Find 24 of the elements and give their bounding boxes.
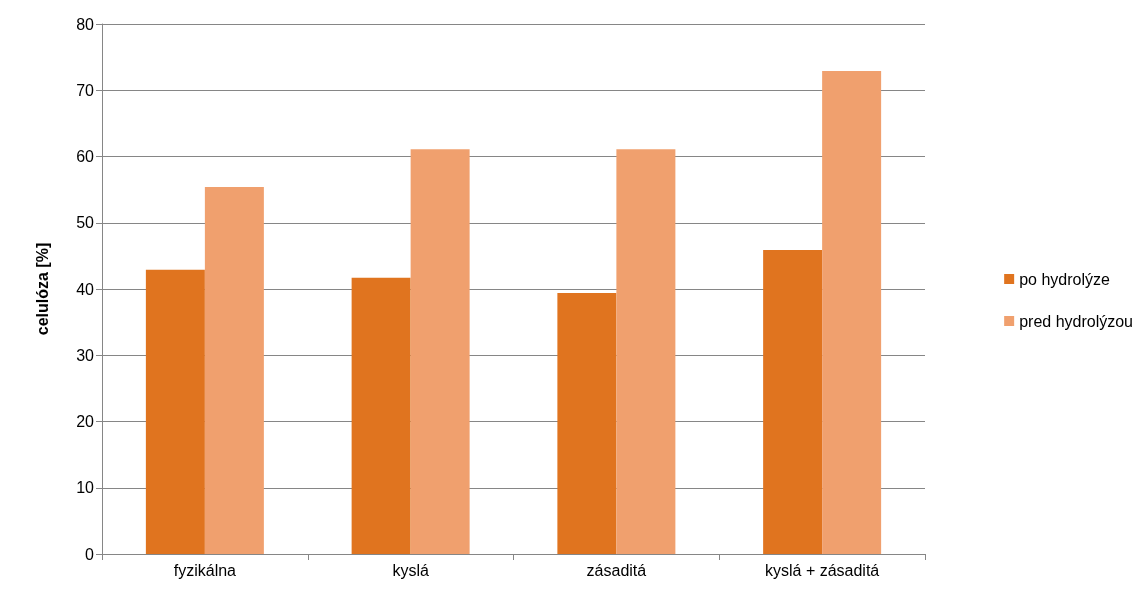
legend-label: pred hydrolýzou [1019,312,1133,330]
x-tick-label: zásaditá [586,561,647,579]
y-tick-label: 0 [85,545,95,563]
bar [145,269,205,554]
y-axis-title: celulóza [%] [33,242,51,336]
y-tick-label: 50 [76,214,95,232]
bar [204,186,264,554]
y-tick-label: 20 [76,413,95,430]
y-tick-label: 40 [76,280,95,298]
y-tick-label: 60 [76,148,95,165]
x-tick-label: kyslá + zásaditá [764,561,880,579]
bar [410,149,470,554]
bar [822,71,882,554]
x-tick-label: kyslá [392,561,429,579]
bar [351,277,411,554]
x-tick-label: fyzikálna [173,561,237,579]
legend-label: po hydrolýze [1019,270,1110,288]
y-tick-label: 10 [76,479,95,497]
y-tick-label: 30 [76,346,95,364]
bar [763,249,823,554]
y-tick-label: 80 [76,15,95,33]
bar [557,292,617,554]
bar [616,149,676,554]
y-tick-label: 70 [76,81,95,99]
